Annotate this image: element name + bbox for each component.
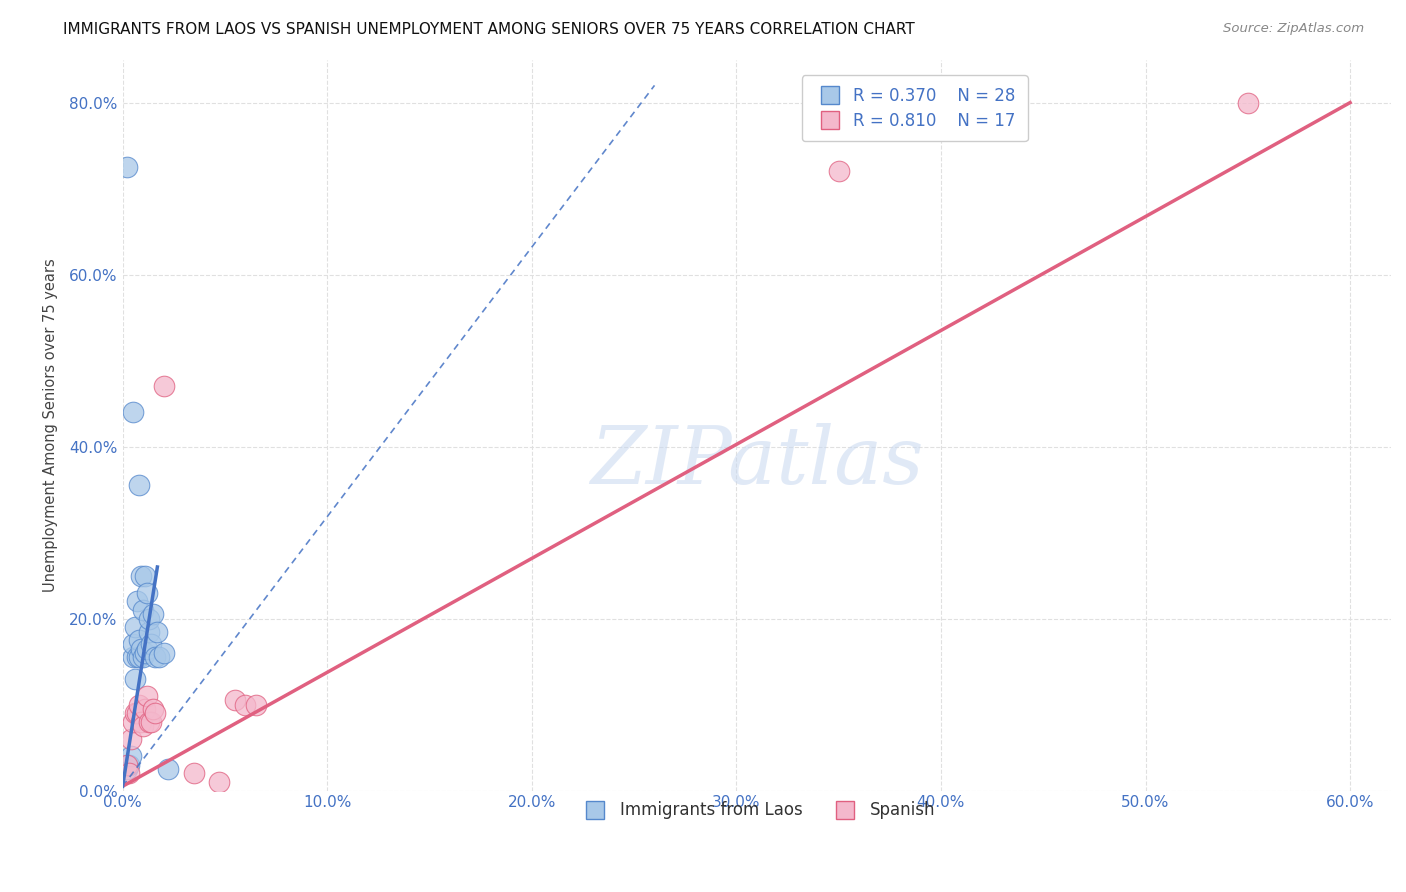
- Point: [148, 650, 170, 665]
- Point: [129, 568, 152, 582]
- Point: [120, 731, 142, 746]
- Point: [138, 714, 160, 729]
- Point: [208, 775, 231, 789]
- Point: [124, 706, 146, 721]
- Point: [152, 646, 174, 660]
- Point: [134, 568, 156, 582]
- Point: [134, 646, 156, 660]
- Point: [141, 637, 163, 651]
- Point: [128, 633, 150, 648]
- Point: [245, 698, 267, 712]
- Point: [129, 641, 152, 656]
- Point: [183, 766, 205, 780]
- Point: [125, 706, 148, 721]
- Point: [142, 702, 165, 716]
- Point: [125, 650, 148, 665]
- Point: [146, 624, 169, 639]
- Text: ZIPatlas: ZIPatlas: [591, 423, 924, 500]
- Point: [120, 749, 142, 764]
- Point: [121, 650, 143, 665]
- Point: [132, 603, 155, 617]
- Point: [115, 762, 138, 776]
- Text: Source: ZipAtlas.com: Source: ZipAtlas.com: [1223, 22, 1364, 36]
- Point: [136, 689, 159, 703]
- Point: [224, 693, 246, 707]
- Y-axis label: Unemployment Among Seniors over 75 years: Unemployment Among Seniors over 75 years: [44, 258, 58, 592]
- Point: [132, 650, 155, 665]
- Point: [125, 594, 148, 608]
- Point: [121, 714, 143, 729]
- Point: [124, 672, 146, 686]
- Point: [1236, 95, 1258, 110]
- Point: [118, 757, 141, 772]
- Point: [115, 757, 138, 772]
- Point: [121, 637, 143, 651]
- Point: [128, 698, 150, 712]
- Point: [152, 379, 174, 393]
- Point: [128, 478, 150, 492]
- Point: [138, 624, 160, 639]
- Point: [121, 405, 143, 419]
- Point: [129, 714, 152, 729]
- Point: [138, 612, 160, 626]
- Point: [134, 702, 156, 716]
- Point: [118, 766, 141, 780]
- Point: [124, 620, 146, 634]
- Point: [128, 650, 150, 665]
- Point: [143, 706, 166, 721]
- Point: [827, 164, 849, 178]
- Point: [115, 160, 138, 174]
- Point: [132, 719, 155, 733]
- Point: [143, 650, 166, 665]
- Point: [141, 714, 163, 729]
- Point: [156, 762, 179, 776]
- Point: [233, 698, 256, 712]
- Point: [136, 641, 159, 656]
- Legend: Immigrants from Laos, Spanish: Immigrants from Laos, Spanish: [572, 795, 942, 826]
- Text: IMMIGRANTS FROM LAOS VS SPANISH UNEMPLOYMENT AMONG SENIORS OVER 75 YEARS CORRELA: IMMIGRANTS FROM LAOS VS SPANISH UNEMPLOY…: [63, 22, 915, 37]
- Point: [136, 586, 159, 600]
- Point: [142, 607, 165, 622]
